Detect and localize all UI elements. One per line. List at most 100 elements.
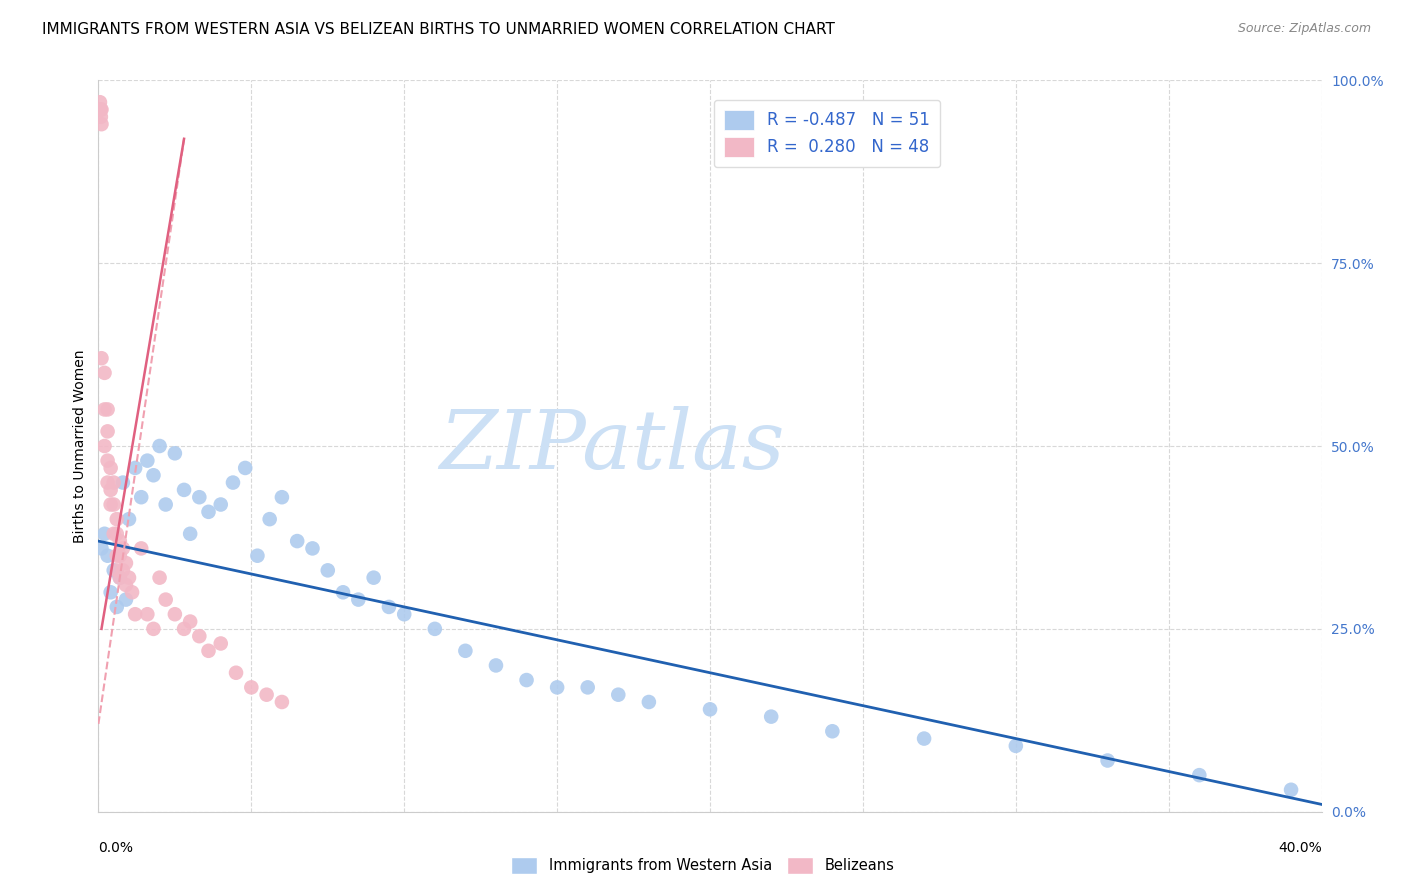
Point [454, 644, 477, 658]
Point [759, 709, 782, 723]
Point [516, 673, 538, 687]
Point [108, 534, 131, 549]
Point [576, 681, 599, 695]
Point [103, 498, 125, 512]
Point [105, 526, 128, 541]
Point [103, 475, 125, 490]
Text: 0.0%: 0.0% [98, 841, 134, 855]
Text: Source: ZipAtlas.com: Source: ZipAtlas.com [1237, 22, 1371, 36]
Point [149, 439, 172, 453]
Point [270, 695, 292, 709]
Point [97, 425, 120, 439]
Point [197, 644, 219, 658]
Point [270, 490, 292, 504]
Point [97, 402, 120, 417]
Point [637, 695, 661, 709]
Point [1097, 754, 1119, 768]
Point [225, 665, 247, 680]
Point [423, 622, 446, 636]
Point [188, 490, 211, 504]
Point [821, 724, 844, 739]
Point [179, 615, 201, 629]
Point [173, 483, 195, 497]
Point [485, 658, 508, 673]
Point [209, 636, 232, 650]
Point [378, 599, 401, 614]
Point [100, 498, 122, 512]
Point [111, 475, 134, 490]
Point [136, 453, 159, 467]
Point [121, 585, 143, 599]
Point [179, 526, 201, 541]
Point [155, 498, 177, 512]
Point [93, 366, 115, 380]
Point [124, 607, 146, 622]
Point [111, 563, 134, 577]
Point [316, 563, 339, 577]
Point [90, 110, 112, 124]
Point [97, 475, 120, 490]
Point [163, 607, 186, 622]
Point [392, 607, 416, 622]
Point [1279, 782, 1302, 797]
Point [124, 461, 146, 475]
Point [100, 483, 122, 497]
Point [90, 103, 112, 117]
Text: IMMIGRANTS FROM WESTERN ASIA VS BELIZEAN BIRTHS TO UNMARRIED WOMEN CORRELATION C: IMMIGRANTS FROM WESTERN ASIA VS BELIZEAN… [42, 22, 835, 37]
Point [259, 512, 281, 526]
Point [129, 490, 152, 504]
Point [90, 103, 112, 117]
Point [1004, 739, 1026, 753]
Point [100, 585, 122, 599]
Legend: Immigrants from Western Asia, Belizeans: Immigrants from Western Asia, Belizeans [505, 851, 901, 880]
Point [118, 512, 141, 526]
Point [111, 541, 134, 556]
Point [108, 571, 131, 585]
Point [1188, 768, 1211, 782]
Point [136, 607, 159, 622]
Point [912, 731, 935, 746]
Text: 40.0%: 40.0% [1278, 841, 1322, 855]
Point [105, 512, 128, 526]
Point [256, 688, 278, 702]
Point [173, 622, 195, 636]
Point [240, 681, 263, 695]
Point [155, 592, 177, 607]
Point [105, 563, 128, 577]
Point [89, 95, 111, 110]
Point [108, 571, 131, 585]
Point [115, 556, 138, 570]
Point [115, 592, 138, 607]
Point [105, 599, 128, 614]
Point [197, 505, 219, 519]
Point [93, 439, 115, 453]
Point [103, 526, 125, 541]
Point [142, 468, 165, 483]
Point [90, 351, 112, 366]
Point [209, 498, 232, 512]
Point [188, 629, 211, 643]
Point [163, 446, 186, 460]
Point [105, 549, 128, 563]
Point [301, 541, 323, 556]
Text: ZIPatlas: ZIPatlas [440, 406, 785, 486]
Point [363, 571, 385, 585]
Point [546, 681, 568, 695]
Y-axis label: Births to Unmarried Women: Births to Unmarried Women [73, 350, 87, 542]
Point [142, 622, 165, 636]
Point [115, 578, 138, 592]
Legend: R = -0.487   N = 51, R =  0.280   N = 48: R = -0.487 N = 51, R = 0.280 N = 48 [714, 100, 941, 167]
Point [129, 541, 152, 556]
Point [108, 549, 131, 563]
Point [246, 549, 269, 563]
Point [93, 526, 115, 541]
Point [699, 702, 721, 716]
Point [118, 571, 141, 585]
Point [233, 461, 256, 475]
Point [103, 563, 125, 577]
Point [285, 534, 308, 549]
Point [347, 592, 370, 607]
Point [93, 402, 115, 417]
Point [97, 549, 120, 563]
Point [607, 688, 630, 702]
